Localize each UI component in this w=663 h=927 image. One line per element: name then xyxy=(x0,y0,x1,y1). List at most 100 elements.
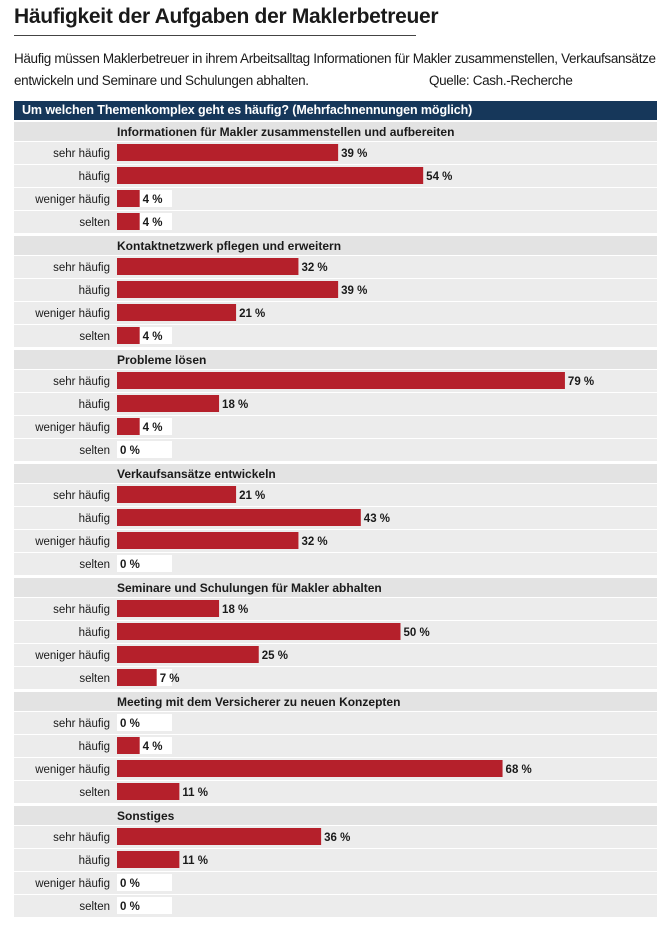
value-label: 39 % xyxy=(341,148,367,160)
row-band xyxy=(14,872,657,894)
group-title: Sonstiges xyxy=(117,809,175,823)
question-header: Um welchen Themenkomplex geht es häufig?… xyxy=(14,101,657,120)
group-title: Meeting mit dem Versicherer zu neuen Kon… xyxy=(117,695,400,709)
value-label: 18 % xyxy=(222,399,248,411)
row-label: häufig xyxy=(79,741,110,753)
value-label: 25 % xyxy=(262,650,288,662)
row-label: weniger häufig xyxy=(34,308,110,320)
bar xyxy=(117,372,565,389)
row-label: häufig xyxy=(79,171,110,183)
value-label: 32 % xyxy=(301,262,327,274)
chart-subtitle: Häufig müssen Maklerbetreuer in ihrem Ar… xyxy=(14,48,656,92)
bar xyxy=(117,190,140,207)
value-label: 0 % xyxy=(120,878,140,890)
value-label: 21 % xyxy=(239,490,265,502)
row-label: selten xyxy=(79,217,110,229)
value-label: 4 % xyxy=(143,194,163,206)
row-label: sehr häufig xyxy=(53,262,110,274)
row-label: selten xyxy=(79,445,110,457)
bar xyxy=(117,167,424,184)
bar xyxy=(117,760,503,777)
bar xyxy=(117,509,361,526)
subtitle-line-2-text: entwickeln und Seminare und Schulungen a… xyxy=(14,73,309,88)
bar xyxy=(117,669,157,686)
group-band xyxy=(14,350,657,369)
row-band xyxy=(14,735,657,757)
group-band xyxy=(14,464,657,483)
group-band xyxy=(14,578,657,597)
value-label: 0 % xyxy=(120,718,140,730)
row-band xyxy=(14,325,657,347)
source-note: Quelle: Cash.-Recherche xyxy=(429,73,573,88)
row-label: häufig xyxy=(79,513,110,525)
row-band xyxy=(14,484,657,506)
row-band xyxy=(14,393,657,415)
group-band xyxy=(14,236,657,255)
value-label: 50 % xyxy=(404,627,430,639)
bar xyxy=(117,327,140,344)
bar xyxy=(117,851,180,868)
row-label: häufig xyxy=(79,399,110,411)
value-label: 4 % xyxy=(143,217,163,229)
value-label: 0 % xyxy=(120,559,140,571)
row-band xyxy=(14,211,657,233)
bar xyxy=(117,418,140,435)
group-band xyxy=(14,806,657,825)
row-label: weniger häufig xyxy=(34,422,110,434)
row-label: häufig xyxy=(79,627,110,639)
row-band xyxy=(14,849,657,871)
value-label: 18 % xyxy=(222,604,248,616)
group-title: Informationen für Makler zusammenstellen… xyxy=(117,125,454,139)
row-label: sehr häufig xyxy=(53,376,110,388)
bar xyxy=(117,213,140,230)
row-label: sehr häufig xyxy=(53,604,110,616)
value-label: 0 % xyxy=(120,901,140,913)
value-label: 39 % xyxy=(341,285,367,297)
value-label: 79 % xyxy=(568,376,594,388)
value-label: 4 % xyxy=(143,422,163,434)
row-band xyxy=(14,781,657,803)
bar xyxy=(117,304,237,321)
subtitle-line-2: entwickeln und Seminare und Schulungen a… xyxy=(14,70,654,92)
row-label: selten xyxy=(79,673,110,685)
group-title: Kontaktnetzwerk pflegen und erweitern xyxy=(117,239,341,253)
value-label: 54 % xyxy=(426,171,452,183)
group-band xyxy=(14,692,657,711)
row-band xyxy=(14,598,657,620)
row-label: weniger häufig xyxy=(34,764,110,776)
row-band xyxy=(14,895,657,917)
bar xyxy=(117,144,339,161)
row-label: weniger häufig xyxy=(34,536,110,548)
row-label: sehr häufig xyxy=(53,718,110,730)
bar xyxy=(117,600,220,617)
value-label: 4 % xyxy=(143,331,163,343)
value-label: 43 % xyxy=(364,513,390,525)
value-label: 36 % xyxy=(324,832,350,844)
bar-track xyxy=(117,555,172,572)
group-title: Verkaufsansätze entwickeln xyxy=(117,467,276,481)
value-label: 7 % xyxy=(160,673,180,685)
value-label: 11 % xyxy=(182,855,208,867)
row-label: häufig xyxy=(79,855,110,867)
value-label: 32 % xyxy=(301,536,327,548)
bar xyxy=(117,281,339,298)
value-label: 68 % xyxy=(506,764,532,776)
subtitle-line-1: Häufig müssen Maklerbetreuer in ihrem Ar… xyxy=(14,51,656,66)
bar xyxy=(117,646,259,663)
row-band xyxy=(14,667,657,689)
bar xyxy=(117,532,299,549)
group-band xyxy=(14,122,657,141)
bar-track xyxy=(117,874,172,891)
row-label: weniger häufig xyxy=(34,650,110,662)
bar xyxy=(117,486,237,503)
row-label: häufig xyxy=(79,285,110,297)
value-label: 21 % xyxy=(239,308,265,320)
row-band xyxy=(14,256,657,278)
row-band xyxy=(14,416,657,438)
bar xyxy=(117,737,140,754)
bar xyxy=(117,828,322,845)
bar xyxy=(117,395,220,412)
row-label: sehr häufig xyxy=(53,832,110,844)
row-band xyxy=(14,439,657,461)
